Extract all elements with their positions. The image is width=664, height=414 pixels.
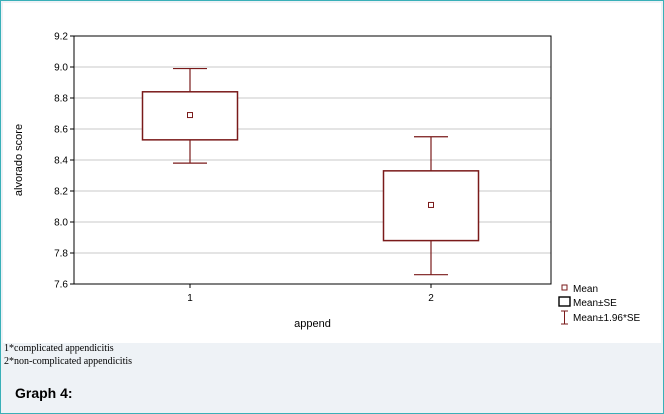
legend-mean-label: Mean xyxy=(573,284,598,295)
mean-marker xyxy=(187,112,193,119)
legend-ci-label: Mean±1.96*SE xyxy=(573,313,641,324)
footnote-2: 2*non-complicated appendicitis xyxy=(4,356,133,367)
legend-se-swatch xyxy=(558,296,571,307)
y-tick-label: 8.6 xyxy=(54,125,68,136)
legend-mean-swatch xyxy=(561,284,568,291)
legend-se-label: Mean±SE xyxy=(573,298,617,309)
footnote-1: 1*complicated appendicitis xyxy=(4,343,114,354)
x-tick-label: 1 xyxy=(187,293,193,304)
x-axis-label: append xyxy=(294,318,331,330)
y-axis-label: alvorado score xyxy=(13,124,25,196)
box-plot-chart: 9.2 9.0 8.8 8.6 8.4 8.2 8.0 7.8 7.6 1 2 append alvor… xyxy=(13,32,641,331)
y-tick-label: 8.0 xyxy=(54,218,68,229)
y-tick-label: 7.6 xyxy=(54,280,68,291)
y-tick-label: 8.4 xyxy=(54,156,68,167)
y-tick-label: 8.2 xyxy=(54,187,68,198)
graph-caption: Graph 4: xyxy=(15,385,73,401)
mean-marker xyxy=(428,201,434,208)
y-tick-label: 7.8 xyxy=(54,249,68,260)
y-tick-label: 9.0 xyxy=(54,63,68,74)
plot-frame xyxy=(73,35,552,285)
y-tick-label: 8.8 xyxy=(54,94,68,105)
y-tick-label: 9.2 xyxy=(54,32,68,43)
footnotes: 1*complicated appendicitis 2*non-complic… xyxy=(4,342,132,368)
x-tick-label: 2 xyxy=(428,293,434,304)
